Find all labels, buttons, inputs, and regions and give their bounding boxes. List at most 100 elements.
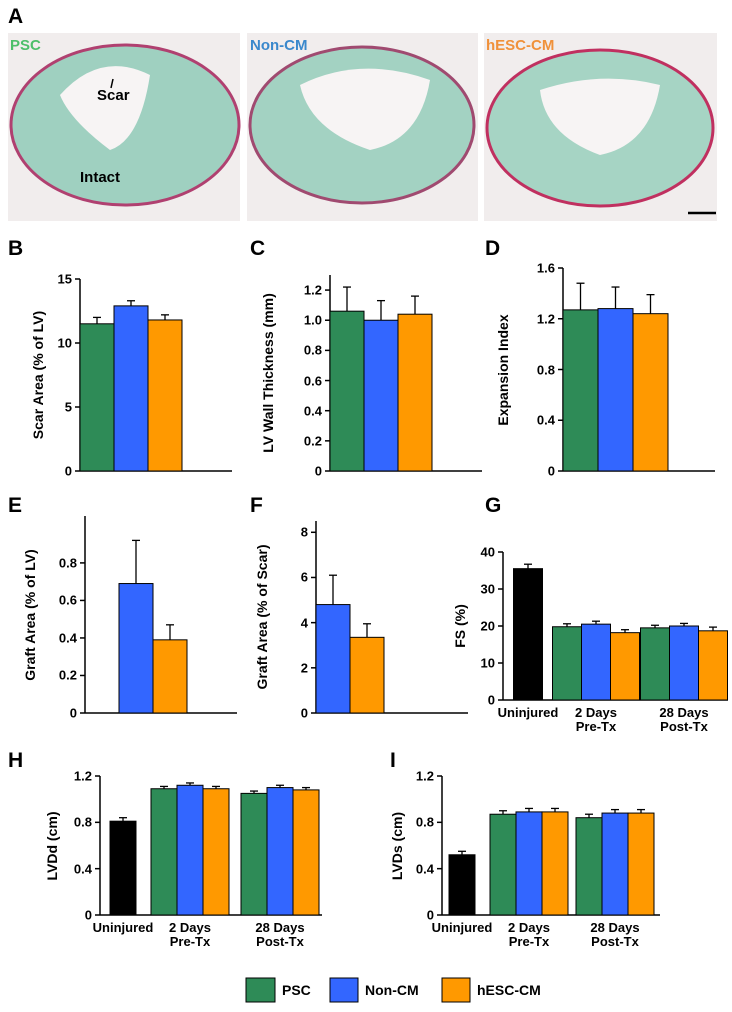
x-tick-label: 2 Days Pre-Tx (508, 920, 550, 950)
x-tick-label: 28 Days Post-Tx (590, 920, 640, 950)
y-tick-label: 20 (480, 618, 495, 634)
bar (150, 788, 178, 916)
y-tick-label: 6 (300, 569, 308, 585)
legend-label: hESC-CM (477, 982, 541, 998)
y-tick-label: 0 (426, 907, 434, 923)
y-tick-label: 0.2 (58, 667, 77, 683)
bar (640, 627, 670, 701)
bar (541, 811, 569, 916)
y-tick-label: 5 (64, 399, 72, 415)
bar (581, 623, 611, 701)
bar (515, 811, 543, 916)
y-tick-label: 0 (300, 705, 308, 721)
y-tick-label: 0.6 (303, 373, 322, 389)
image-title: hESC-CM (486, 37, 555, 54)
bar (363, 319, 399, 472)
histology-images (8, 33, 717, 221)
y-tick-label: 8 (300, 524, 308, 540)
bar (397, 313, 433, 472)
panel-label: F (250, 494, 263, 517)
bar (176, 784, 204, 916)
panel-label: H (8, 749, 24, 772)
y-tick-label: 0 (84, 907, 92, 923)
y-tick-label: 0.8 (536, 362, 555, 377)
y-tick-label: 0.6 (58, 592, 77, 608)
bar (147, 319, 183, 472)
bar (266, 787, 294, 916)
x-tick-label: 28 Days Post-Tx (659, 705, 709, 735)
annotation: Intact (80, 169, 121, 186)
y-tick-label: 0.8 (58, 555, 77, 571)
y-tick-label: 15 (57, 271, 72, 287)
bar (109, 820, 137, 916)
legend-label: PSC (282, 982, 311, 998)
bar (698, 630, 728, 701)
image-title: PSC (10, 37, 41, 54)
bar (632, 313, 669, 472)
bar (669, 625, 699, 701)
bar (292, 789, 320, 916)
bar (575, 817, 603, 916)
y-tick-label: 1.0 (303, 312, 322, 328)
arrow (110, 78, 114, 89)
y-tick-label: 40 (480, 544, 495, 560)
annotation: Scar (97, 87, 130, 104)
legend-label: Non-CM (365, 982, 419, 998)
y-tick-label: 0.2 (303, 433, 322, 449)
bar (610, 632, 640, 701)
y-axis-label: Expansion Index (495, 313, 511, 426)
y-axis-label: LV Wall Thickness (mm) (260, 293, 276, 453)
y-tick-label: 0 (487, 692, 495, 708)
y-axis-label: Scar Area (% of LV) (30, 310, 46, 440)
bar (315, 604, 351, 714)
panel-label: D (485, 237, 501, 260)
bar (240, 792, 268, 916)
y-tick-label: 1.6 (536, 260, 555, 276)
panel-label: C (250, 237, 266, 260)
y-tick-label: 1.2 (415, 768, 434, 784)
y-tick-label: 0.4 (415, 861, 434, 877)
x-tick-label: Uninjured (92, 920, 154, 935)
panel-label: E (8, 494, 23, 517)
cavity (300, 68, 430, 150)
y-tick-label: 0.8 (73, 814, 92, 830)
y-tick-label: 1.2 (73, 768, 92, 784)
y-axis-label: LVDs (cm) (389, 811, 405, 880)
cavity (540, 78, 660, 155)
y-tick-label: 0.4 (536, 412, 555, 428)
y-tick-label: 10 (57, 335, 72, 351)
y-tick-label: 0 (69, 705, 77, 721)
bar (489, 813, 517, 916)
x-tick-label: 2 Days Pre-Tx (169, 920, 211, 950)
y-tick-label: 4 (300, 615, 308, 631)
bar (202, 788, 230, 916)
y-tick-label: 0.4 (58, 630, 77, 646)
bar (329, 310, 365, 472)
bar (601, 812, 629, 916)
legend-swatch (245, 977, 276, 1003)
x-tick-label: 28 Days Post-Tx (255, 920, 305, 950)
bar (79, 323, 115, 472)
y-tick-label: 2 (300, 660, 308, 676)
bar (627, 812, 655, 916)
y-tick-label: 0.8 (415, 814, 434, 830)
bar (562, 309, 599, 472)
y-tick-label: 0 (64, 463, 72, 479)
bar (597, 308, 634, 472)
y-tick-label: 1.2 (536, 311, 555, 327)
y-tick-label: 0.8 (303, 342, 322, 358)
y-tick-label: 1.2 (303, 282, 322, 298)
legend-swatch (441, 977, 471, 1003)
image-title: Non-CM (250, 37, 308, 54)
panel-label: B (8, 237, 24, 260)
y-tick-label: 0 (547, 463, 555, 479)
y-tick-label: 10 (480, 655, 495, 671)
cavity (60, 66, 150, 150)
x-tick-label: Uninjured (497, 705, 559, 720)
bar (152, 639, 188, 714)
y-axis-label: LVDd (cm) (44, 811, 60, 880)
y-axis-label: Graft Area (% of LV) (22, 548, 38, 681)
panel-label: I (390, 749, 396, 772)
